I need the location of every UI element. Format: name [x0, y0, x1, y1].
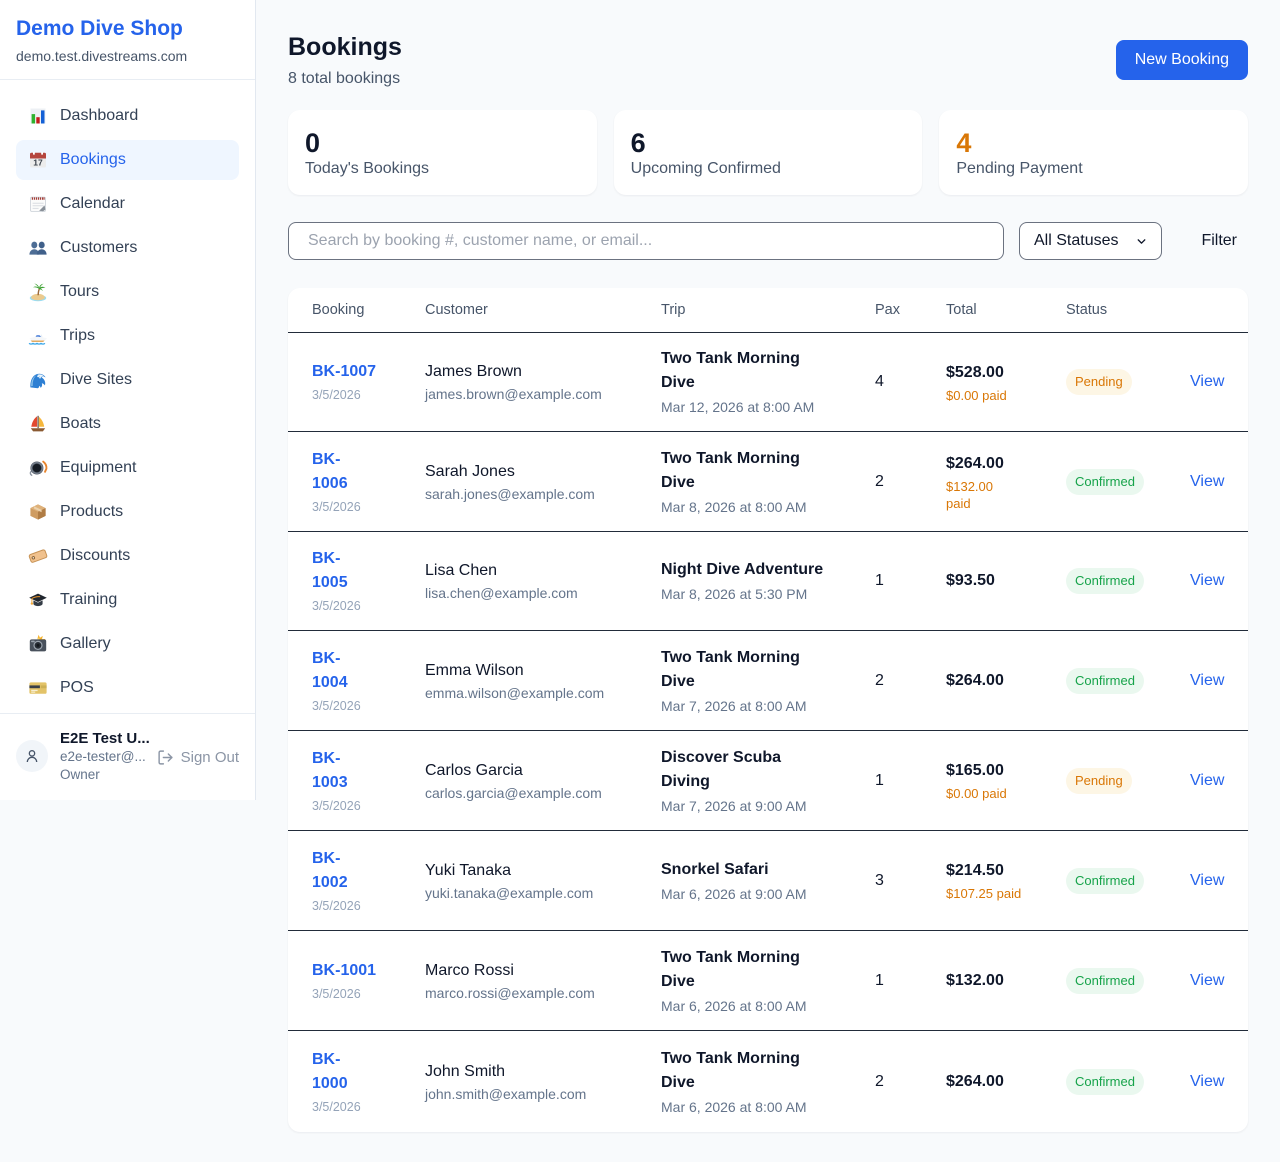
svg-text:17: 17: [33, 158, 43, 168]
